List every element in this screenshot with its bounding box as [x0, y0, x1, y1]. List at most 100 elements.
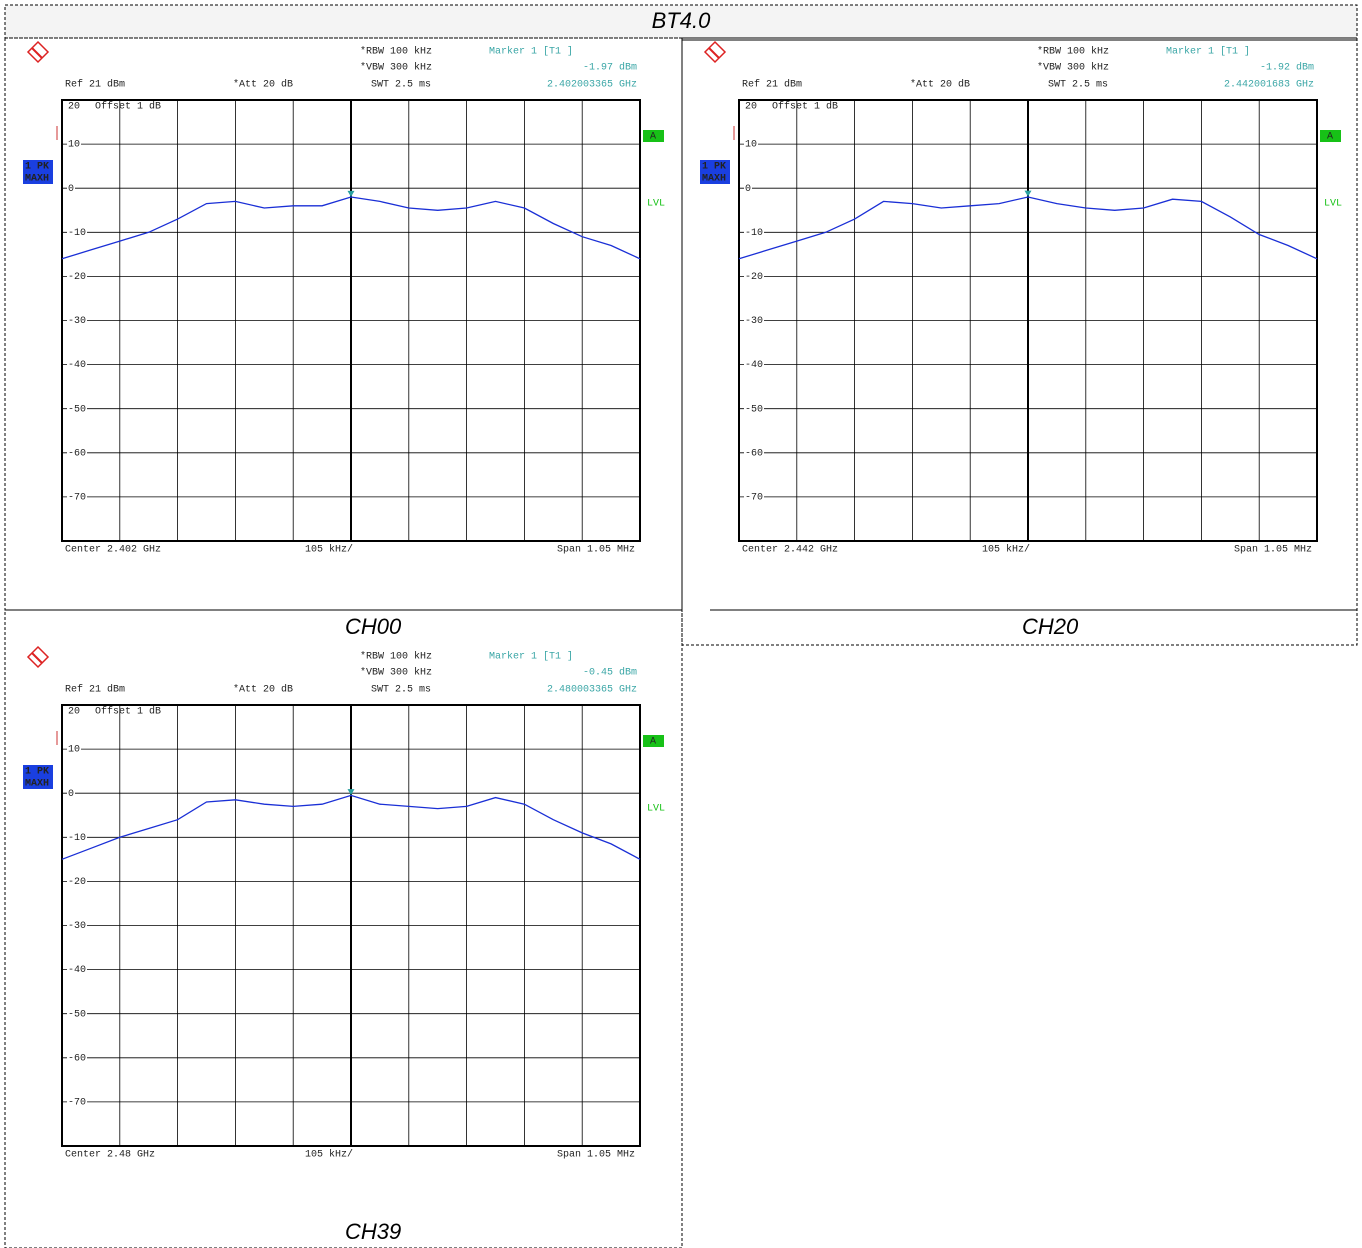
detector-box	[700, 160, 730, 172]
mode-box	[700, 172, 730, 184]
tick-label-bg	[67, 1009, 88, 1021]
trace-mode-label: MAXH	[25, 174, 49, 185]
y-tick-label: -70	[68, 493, 86, 504]
logo	[703, 40, 727, 64]
marker-frequency: 2.442001683 GHz	[1224, 80, 1314, 91]
logo	[26, 645, 50, 669]
tick-label-bg	[67, 1097, 88, 1109]
sweep-time: SWT 2.5 ms	[1048, 80, 1108, 91]
detector-label: 1 PK	[702, 162, 726, 173]
trace	[738, 196, 1318, 260]
limit-label: A	[1327, 132, 1333, 143]
y-tick-label: -60	[68, 448, 86, 459]
tick-label-bg	[67, 360, 88, 372]
y-tick-label: -30	[68, 921, 86, 932]
y-tick-label: -30	[745, 316, 763, 327]
detector-box	[23, 160, 53, 172]
y-tick-label: -40	[745, 360, 763, 371]
limit-label: A	[650, 737, 656, 748]
y-tick-label: -70	[68, 1098, 86, 1109]
per-division: 105 kHz/	[982, 544, 1030, 556]
ref-level: Ref 21 dBm	[65, 79, 125, 91]
tick-label-bg	[744, 492, 765, 504]
tick-label-bg	[744, 272, 765, 284]
y-tick-label: -30	[68, 316, 86, 327]
y-tick-label: -50	[745, 404, 763, 415]
logo-stripe	[31, 652, 43, 664]
limit-label: A	[650, 132, 656, 143]
per-division: 105 kHz/	[305, 544, 353, 556]
panel-frame	[681, 37, 1358, 646]
tick-label-bg	[744, 139, 759, 151]
tick-label-bg	[67, 139, 82, 151]
detector-box	[23, 765, 53, 777]
limit-box	[643, 735, 664, 747]
detector-label: 1 PK	[25, 162, 49, 173]
attenuation: *Att 20 dB	[233, 684, 293, 696]
y-tick-label: 0	[68, 184, 74, 195]
vbw-label: *VBW 300 kHz	[360, 667, 432, 679]
marker-value: -0.45 dBm	[583, 667, 637, 679]
rbw-label: *RBW 100 kHz	[1037, 46, 1109, 58]
tick-label-bg	[744, 316, 765, 328]
y-tick-label: -40	[68, 965, 86, 976]
y-tick-label: -70	[745, 493, 763, 504]
tick-label-bg	[67, 877, 88, 889]
tick-label-bg	[67, 788, 76, 800]
logo	[26, 40, 50, 64]
center-frequency: Center 2.442 GHz	[742, 545, 838, 556]
tick-label-bg	[67, 404, 88, 416]
analyzer-panel: *RBW 100 kHz *VBW 300 kHz Marker 1 [T1 ] -1…	[23, 40, 665, 639]
y-tick-label: 20	[68, 707, 80, 718]
tick-label-bg	[744, 227, 765, 239]
tick-label-bg	[67, 744, 82, 756]
tick-label-bg	[67, 921, 88, 933]
tick-label-bg	[67, 272, 88, 284]
channel-title: CH00	[345, 614, 402, 639]
tick-label-bg	[67, 227, 88, 239]
y-tick-label: -40	[68, 360, 86, 371]
marker	[347, 789, 355, 796]
span-label: Span 1.05 MHz	[1234, 545, 1312, 556]
ref-level: Ref 21 dBm	[742, 79, 802, 91]
marker	[1024, 190, 1032, 197]
y-tick-label: 10	[68, 140, 80, 151]
rbw-label: *RBW 100 kHz	[360, 651, 432, 663]
sweep-time: SWT 2.5 ms	[371, 685, 431, 696]
channel-title: CH20	[1022, 614, 1079, 639]
trace-mode-label: MAXH	[25, 779, 49, 790]
mode-box	[23, 777, 53, 789]
span-label: Span 1.05 MHz	[557, 1150, 635, 1161]
center-frequency: Center 2.402 GHz	[65, 545, 161, 556]
trace	[61, 196, 641, 260]
header-bar	[4, 4, 1358, 39]
y-tick-label: -60	[745, 448, 763, 459]
tick-label-bg	[67, 832, 88, 844]
trace	[61, 794, 641, 860]
limit-box	[643, 130, 664, 142]
y-tick-label: -10	[68, 833, 86, 844]
y-tick-label: 20	[745, 102, 757, 113]
y-tick-label: 10	[68, 745, 80, 756]
attenuation: *Att 20 dB	[910, 79, 970, 91]
detector-label: 1 PK	[25, 767, 49, 778]
y-tick-label: -20	[68, 272, 86, 283]
y-tick-label: 10	[745, 140, 757, 151]
marker-frequency: 2.480003365 GHz	[547, 685, 637, 696]
y-tick-label: 20	[68, 102, 80, 113]
marker-frequency: 2.402003365 GHz	[547, 80, 637, 91]
vbw-label: *VBW 300 kHz	[1037, 62, 1109, 74]
tick-label-bg	[67, 183, 76, 195]
tick-label-bg	[67, 492, 88, 504]
tick-label-bg	[67, 965, 88, 977]
rbw-label: *RBW 100 kHz	[360, 46, 432, 58]
y-tick-label: -50	[68, 1009, 86, 1020]
y-tick-label: -20	[68, 877, 86, 888]
marker-name: Marker 1 [T1 ]	[489, 651, 573, 663]
logo-stripe	[31, 47, 43, 59]
y-tick-label: -20	[745, 272, 763, 283]
marker	[347, 190, 355, 197]
tick-label-bg	[744, 183, 753, 195]
marker-value: -1.92 dBm	[1260, 62, 1314, 74]
